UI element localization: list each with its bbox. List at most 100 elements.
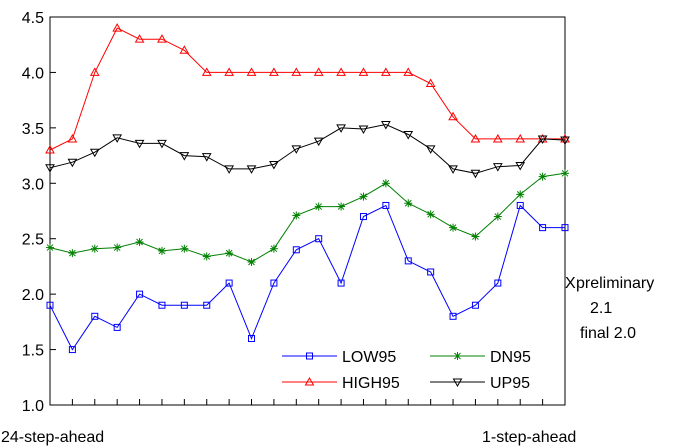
data-point bbox=[45, 164, 55, 173]
series-line bbox=[49, 123, 566, 174]
data-point bbox=[157, 246, 166, 255]
data-point bbox=[315, 235, 323, 243]
data-point bbox=[516, 201, 524, 209]
legend-label: UP95 bbox=[490, 375, 530, 392]
data-point bbox=[113, 323, 121, 331]
data-point bbox=[247, 257, 256, 266]
data-point bbox=[471, 301, 479, 309]
data-point bbox=[452, 378, 463, 388]
data-point bbox=[291, 145, 302, 154]
data-point bbox=[515, 133, 526, 143]
data-point bbox=[112, 134, 123, 143]
data-point bbox=[67, 133, 78, 143]
data-point bbox=[381, 121, 391, 130]
data-point bbox=[561, 169, 569, 178]
data-point bbox=[537, 135, 548, 144]
data-point bbox=[225, 279, 233, 287]
data-point bbox=[425, 78, 436, 88]
data-point bbox=[270, 279, 278, 287]
data-point bbox=[46, 301, 54, 309]
data-point bbox=[493, 212, 502, 221]
x-label-end: 1-step-ahead bbox=[482, 429, 576, 446]
data-point bbox=[404, 257, 412, 265]
data-point bbox=[306, 352, 313, 360]
data-point bbox=[202, 252, 211, 261]
data-point bbox=[314, 202, 323, 211]
data-point bbox=[89, 148, 100, 158]
data-point bbox=[492, 133, 503, 143]
data-point bbox=[113, 243, 122, 252]
data-point bbox=[269, 160, 279, 170]
data-point bbox=[337, 202, 346, 211]
series-layer bbox=[45, 23, 570, 354]
data-point bbox=[134, 139, 145, 149]
y-tick-label: 1.0 bbox=[22, 398, 44, 415]
data-point bbox=[471, 232, 480, 241]
data-point bbox=[453, 352, 462, 360]
series-line bbox=[49, 172, 566, 263]
data-point bbox=[359, 192, 368, 201]
data-point bbox=[382, 201, 390, 209]
data-point bbox=[337, 279, 345, 287]
data-point bbox=[112, 23, 123, 32]
data-point bbox=[470, 169, 481, 179]
legend-item-low95: LOW95 bbox=[282, 349, 396, 366]
legend-label: DN95 bbox=[490, 349, 531, 366]
y-tick-label: 4.0 bbox=[22, 65, 44, 82]
legend-item-high95: HIGH95 bbox=[282, 375, 400, 392]
data-point bbox=[179, 45, 190, 54]
y-tick-label: 2.0 bbox=[22, 287, 44, 304]
series-dn95 bbox=[46, 169, 569, 266]
data-point bbox=[336, 124, 346, 133]
legend-label: LOW95 bbox=[342, 349, 396, 366]
annotation-line-2: 2.1 bbox=[590, 300, 612, 317]
data-point bbox=[515, 162, 526, 171]
data-point bbox=[157, 139, 167, 149]
data-point bbox=[492, 163, 503, 172]
data-point bbox=[560, 133, 570, 143]
data-point bbox=[403, 131, 414, 140]
legend-item-up95: UP95 bbox=[430, 375, 530, 392]
annotation-line-3: final 2.0 bbox=[580, 325, 636, 342]
data-point bbox=[425, 145, 436, 154]
data-point bbox=[448, 111, 458, 121]
series-up95 bbox=[45, 121, 570, 179]
data-point bbox=[180, 244, 189, 253]
data-point bbox=[561, 224, 569, 232]
data-point bbox=[448, 165, 458, 174]
legend: LOW95 DN95 HIGH95 UP95 bbox=[282, 349, 531, 392]
data-point bbox=[538, 172, 547, 181]
data-point bbox=[180, 301, 188, 309]
annotation-marker: X bbox=[565, 275, 576, 292]
y-tick-label: 3.0 bbox=[22, 176, 44, 193]
y-tick-label: 2.5 bbox=[22, 232, 44, 249]
data-point bbox=[359, 213, 367, 221]
data-point bbox=[427, 268, 435, 276]
data-point bbox=[157, 34, 167, 43]
data-point bbox=[136, 290, 144, 298]
annotation: X preliminary 2.1 final 2.0 bbox=[565, 275, 654, 342]
data-point bbox=[291, 67, 302, 76]
data-point bbox=[135, 238, 144, 247]
data-point bbox=[494, 279, 502, 287]
series-low95 bbox=[46, 201, 569, 354]
data-point bbox=[381, 179, 390, 188]
y-tick-label: 3.5 bbox=[22, 121, 44, 138]
data-point bbox=[404, 199, 413, 208]
series-line bbox=[49, 204, 565, 351]
data-point bbox=[470, 133, 481, 143]
data-point bbox=[203, 301, 211, 309]
data-point bbox=[134, 34, 145, 43]
data-point bbox=[560, 136, 570, 146]
legend-label: HIGH95 bbox=[342, 375, 400, 392]
data-point bbox=[269, 244, 278, 253]
data-point bbox=[91, 312, 99, 320]
data-point bbox=[269, 67, 279, 76]
annotation-line-1: preliminary bbox=[576, 275, 654, 292]
y-tick-label: 4.5 bbox=[22, 10, 44, 27]
data-point bbox=[539, 224, 547, 232]
data-point bbox=[90, 244, 99, 253]
data-point bbox=[403, 67, 414, 76]
data-point bbox=[224, 67, 234, 76]
